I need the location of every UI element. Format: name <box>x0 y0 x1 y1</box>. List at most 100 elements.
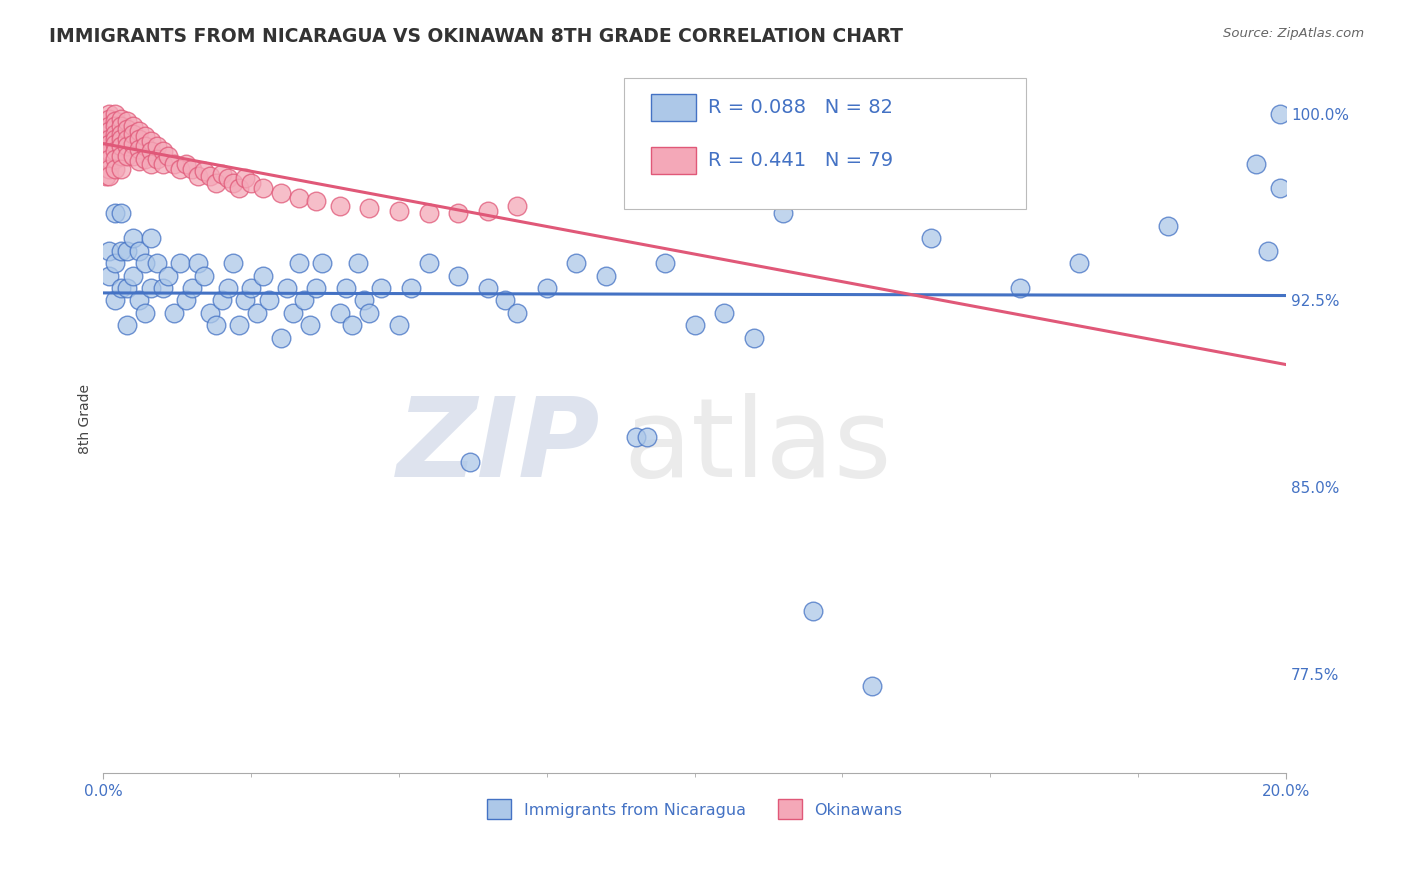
Point <box>110 244 132 258</box>
Point <box>233 293 256 308</box>
Point <box>98 120 121 134</box>
Point <box>98 152 121 166</box>
Point <box>276 281 298 295</box>
Point <box>447 268 470 283</box>
Point <box>359 306 381 320</box>
Point <box>506 306 529 320</box>
Point <box>399 281 422 295</box>
Point <box>228 318 250 333</box>
Point <box>636 430 658 444</box>
Point <box>110 120 132 134</box>
Point <box>145 256 167 270</box>
Point <box>1067 256 1090 270</box>
Point <box>683 318 706 333</box>
Point <box>104 127 127 141</box>
Point <box>388 203 411 218</box>
Point <box>240 281 263 295</box>
Point <box>174 156 197 170</box>
Point <box>198 306 221 320</box>
Point <box>139 144 162 158</box>
Text: R = 0.441   N = 79: R = 0.441 N = 79 <box>707 151 893 170</box>
Point <box>128 142 150 156</box>
Point <box>388 318 411 333</box>
Point <box>152 156 174 170</box>
Point <box>104 136 127 151</box>
Point <box>128 131 150 145</box>
Point <box>104 107 127 121</box>
Point <box>1157 219 1180 233</box>
Point <box>329 306 352 320</box>
Point <box>252 268 274 283</box>
Point <box>359 202 381 216</box>
Point <box>115 318 138 333</box>
Point <box>187 169 209 183</box>
Point <box>96 169 118 183</box>
Point <box>98 161 121 176</box>
Point <box>104 256 127 270</box>
Point <box>353 293 375 308</box>
Point <box>110 281 132 295</box>
Text: R = 0.088   N = 82: R = 0.088 N = 82 <box>707 98 893 117</box>
Point <box>595 268 617 283</box>
Point <box>98 144 121 158</box>
Text: atlas: atlas <box>624 393 893 500</box>
Point <box>134 139 156 153</box>
Point <box>169 256 191 270</box>
Point <box>145 152 167 166</box>
Point <box>287 191 309 205</box>
Point <box>115 131 138 145</box>
Point <box>240 177 263 191</box>
Point <box>98 136 121 151</box>
Point <box>281 306 304 320</box>
Point <box>1008 281 1031 295</box>
Point <box>1246 156 1268 170</box>
Point <box>139 231 162 245</box>
Point <box>104 206 127 220</box>
Point <box>98 107 121 121</box>
Point <box>187 256 209 270</box>
Point <box>270 186 292 201</box>
Point <box>506 199 529 213</box>
Bar <box>651 94 696 120</box>
Point <box>477 281 499 295</box>
Y-axis label: 8th Grade: 8th Grade <box>79 384 93 453</box>
Point <box>495 293 517 308</box>
Point <box>418 206 440 220</box>
Point <box>477 203 499 218</box>
Point <box>139 281 162 295</box>
Point <box>115 121 138 136</box>
Point <box>122 120 145 134</box>
Point <box>98 112 121 126</box>
Point <box>122 136 145 151</box>
Point <box>104 114 127 128</box>
Point <box>624 430 647 444</box>
Point <box>98 131 121 145</box>
Point <box>134 306 156 320</box>
Point <box>110 127 132 141</box>
Text: IMMIGRANTS FROM NICARAGUA VS OKINAWAN 8TH GRADE CORRELATION CHART: IMMIGRANTS FROM NICARAGUA VS OKINAWAN 8T… <box>49 27 903 45</box>
Point <box>104 120 127 134</box>
Point <box>134 256 156 270</box>
Point <box>920 231 942 245</box>
Point <box>801 604 824 618</box>
Point <box>772 206 794 220</box>
Point <box>134 152 156 166</box>
Point <box>198 169 221 183</box>
Point <box>217 171 239 186</box>
Point <box>270 331 292 345</box>
Point <box>311 256 333 270</box>
Point <box>104 293 127 308</box>
Point <box>115 114 138 128</box>
Point <box>1268 107 1291 121</box>
Text: Source: ZipAtlas.com: Source: ZipAtlas.com <box>1223 27 1364 40</box>
Legend: Immigrants from Nicaragua, Okinawans: Immigrants from Nicaragua, Okinawans <box>481 793 908 825</box>
Point <box>174 293 197 308</box>
Point <box>145 139 167 153</box>
Point <box>1257 244 1279 258</box>
Point <box>204 318 226 333</box>
Point <box>122 149 145 163</box>
Point <box>139 134 162 148</box>
Point <box>193 268 215 283</box>
Point <box>211 293 233 308</box>
Point <box>1268 181 1291 195</box>
